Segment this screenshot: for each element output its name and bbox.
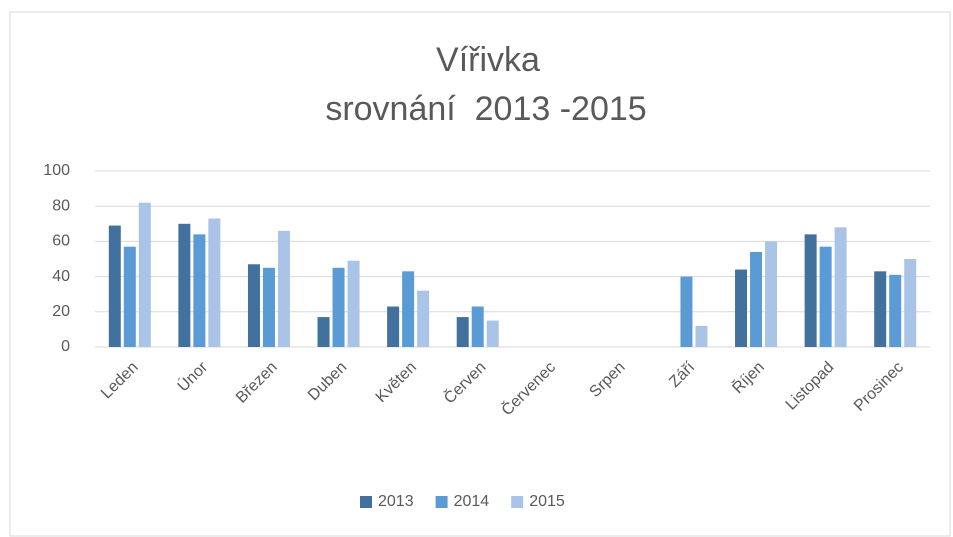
bar — [750, 251, 763, 347]
bar — [247, 264, 260, 347]
y-tick-label: 0 — [61, 338, 70, 355]
legend-swatch — [435, 496, 448, 508]
legend-label: 2015 — [529, 493, 565, 510]
y-tick-label: 20 — [52, 303, 70, 320]
bar — [889, 274, 902, 347]
y-tick-label: 80 — [52, 197, 70, 214]
bar — [695, 325, 708, 347]
bar — [765, 241, 778, 347]
legend-label: 2014 — [454, 493, 490, 510]
legend-swatch — [511, 496, 524, 508]
bar — [123, 246, 136, 347]
chart-subtitle: srovnání 2013 -2015 — [325, 90, 646, 128]
bar — [193, 234, 206, 347]
bar — [387, 306, 400, 347]
legend-swatch — [360, 496, 372, 508]
y-tick-label: 60 — [52, 233, 70, 250]
y-tick-label: 100 — [43, 162, 70, 179]
bar — [417, 290, 430, 347]
bar — [138, 202, 151, 347]
bar — [208, 218, 221, 347]
bar — [486, 320, 499, 347]
chart-border — [9, 11, 951, 537]
bar — [317, 317, 330, 347]
bar — [347, 260, 360, 347]
bar — [834, 227, 847, 347]
bar — [108, 225, 121, 347]
bar — [904, 259, 917, 347]
legend-label: 2013 — [378, 493, 414, 510]
bar — [332, 267, 345, 347]
bar — [680, 276, 693, 347]
bar — [277, 230, 290, 347]
bar — [456, 317, 469, 347]
bar — [819, 246, 832, 347]
bar — [262, 267, 275, 347]
chart-title: Vířivka — [436, 41, 540, 79]
bar — [874, 271, 887, 347]
bar — [735, 269, 748, 347]
bar — [178, 223, 191, 347]
y-tick-label: 40 — [52, 268, 70, 285]
bar — [804, 234, 817, 347]
bar — [402, 271, 415, 347]
bar — [471, 306, 484, 347]
